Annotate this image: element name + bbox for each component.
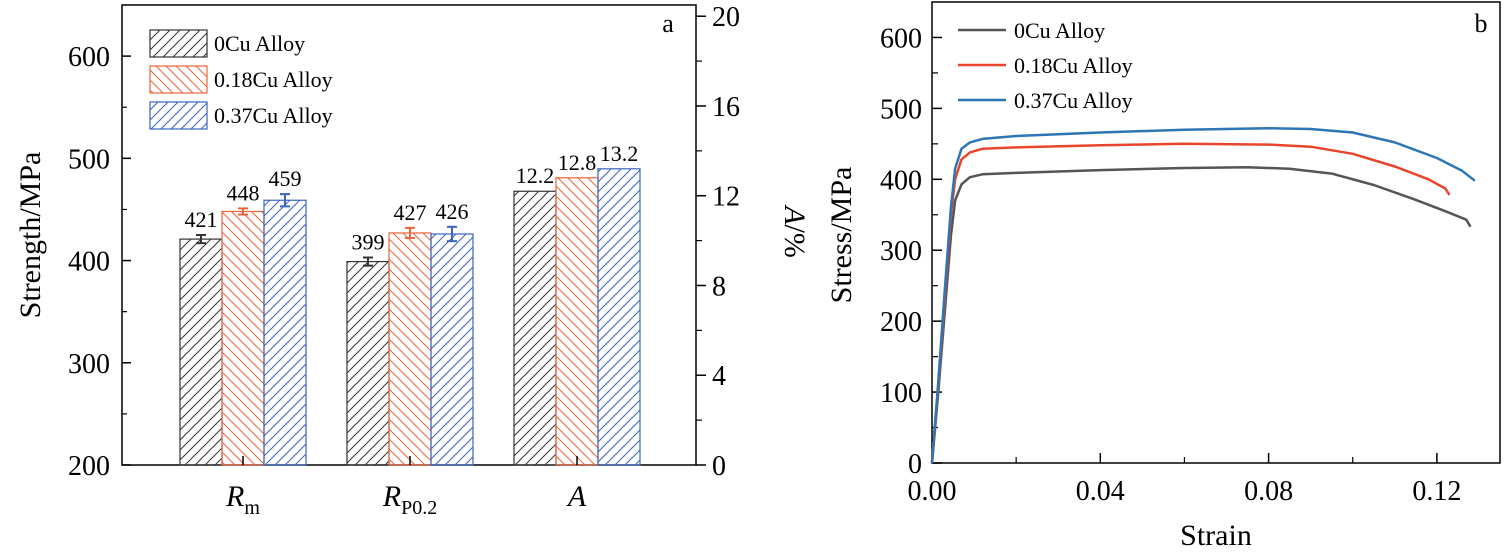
curves-b	[930, 126, 1476, 464]
data-label: 426	[436, 199, 469, 224]
category-label: Rm	[225, 480, 260, 519]
y-axis-ticks-b: 0 100 200 300 400 500 600	[880, 23, 942, 480]
left-axis-ticks-a: 200 300 400 500 600	[68, 42, 131, 482]
legend-label: 0.18Cu Alloy	[214, 67, 333, 92]
category-labels-a: Rm RP0.2 A	[225, 456, 587, 519]
category-subscript: P0.2	[401, 497, 437, 519]
y-tick-label: 100	[880, 378, 922, 409]
series-line	[930, 126, 1476, 464]
x-axis-label-b: Strain	[1180, 519, 1252, 552]
bars-a: 421 448 459 399 427 426 12.212.8 13.2	[179, 141, 641, 466]
bar	[388, 232, 432, 466]
x-tick-label: 0.08	[1244, 476, 1293, 507]
y2-tick-label: 12	[712, 182, 740, 213]
y2-tick-label: 4	[712, 361, 726, 392]
data-label: 427	[394, 200, 427, 225]
bar	[555, 177, 599, 466]
y-tick-label: 600	[68, 42, 110, 73]
x-tick-label: 0.00	[908, 476, 957, 507]
category-main: R	[382, 480, 401, 513]
data-label: 448	[227, 180, 260, 205]
y-axis-label-a: Strength/MPa	[14, 152, 47, 319]
y-tick-label: 600	[880, 23, 922, 54]
legend-label: 0.37Cu Alloy	[214, 103, 333, 128]
legend-label: 0Cu Alloy	[1014, 18, 1105, 43]
bar	[597, 168, 641, 466]
legend-b: 0Cu Alloy 0.18Cu Alloy 0.37Cu Alloy	[958, 18, 1133, 113]
y2-tick-label: 20	[712, 2, 740, 33]
legend-label: 0Cu Alloy	[214, 31, 305, 56]
bar	[346, 260, 390, 466]
data-label: 12.8	[558, 150, 597, 175]
x-tick-label: 0.04	[1076, 476, 1125, 507]
y2-tick-label: 8	[712, 271, 726, 302]
y-tick-label: 400	[68, 247, 110, 278]
y-tick-label: 200	[68, 451, 110, 482]
y-axis-label-b: Stress/MPa	[825, 167, 858, 304]
data-label: 12.2	[516, 163, 555, 188]
x-axis-ticks-b: 0.00 0.04 0.08 0.12	[908, 453, 1461, 507]
y-tick-label: 200	[880, 307, 922, 338]
y-tick-label: 500	[68, 144, 110, 175]
data-label: 421	[185, 207, 218, 232]
bar	[263, 199, 307, 466]
data-label: 399	[352, 229, 385, 254]
bar	[513, 190, 557, 466]
y-tick-label: 0	[908, 449, 922, 480]
legend-label: 0.18Cu Alloy	[1014, 53, 1133, 78]
category-main: A	[566, 480, 587, 513]
x-tick-label: 0.12	[1412, 476, 1461, 507]
panel-b: 0.00 0.04 0.08 0.12 0 100 200 300 400 500 600 Str…	[825, 1, 1501, 552]
legend-swatch	[149, 29, 208, 58]
plot-frame-b	[931, 1, 1501, 464]
data-label: 459	[269, 166, 302, 191]
bar	[221, 210, 265, 466]
right-axis-ticks-a: 0 4 8 12 16 20	[696, 2, 740, 482]
panel-label-b: b	[1475, 9, 1488, 38]
legend-swatch	[149, 65, 208, 94]
y-tick-label: 300	[880, 236, 922, 267]
category-label: RP0.2	[382, 480, 437, 519]
legend-swatch	[149, 101, 208, 130]
legend-a: 0Cu Alloy 0.18Cu Alloy 0.37Cu Alloy	[149, 29, 333, 130]
category-label: A	[566, 480, 587, 513]
y2-tick-label: 0	[712, 451, 726, 482]
panel-label-a: a	[662, 9, 674, 38]
bar	[430, 233, 474, 466]
y-tick-label: 500	[880, 94, 922, 125]
bar	[179, 238, 223, 466]
category-subscript: m	[244, 497, 260, 519]
legend-label: 0.37Cu Alloy	[1014, 88, 1133, 113]
series-line	[930, 142, 1451, 464]
y2-axis-label-a: A/%	[778, 204, 811, 258]
category-main: R	[225, 480, 244, 513]
y-tick-label: 400	[880, 165, 922, 196]
series-line	[930, 166, 1472, 464]
y-tick-label: 300	[68, 349, 110, 380]
y2-tick-label: 16	[712, 92, 740, 123]
data-label: 13.2	[600, 141, 639, 166]
